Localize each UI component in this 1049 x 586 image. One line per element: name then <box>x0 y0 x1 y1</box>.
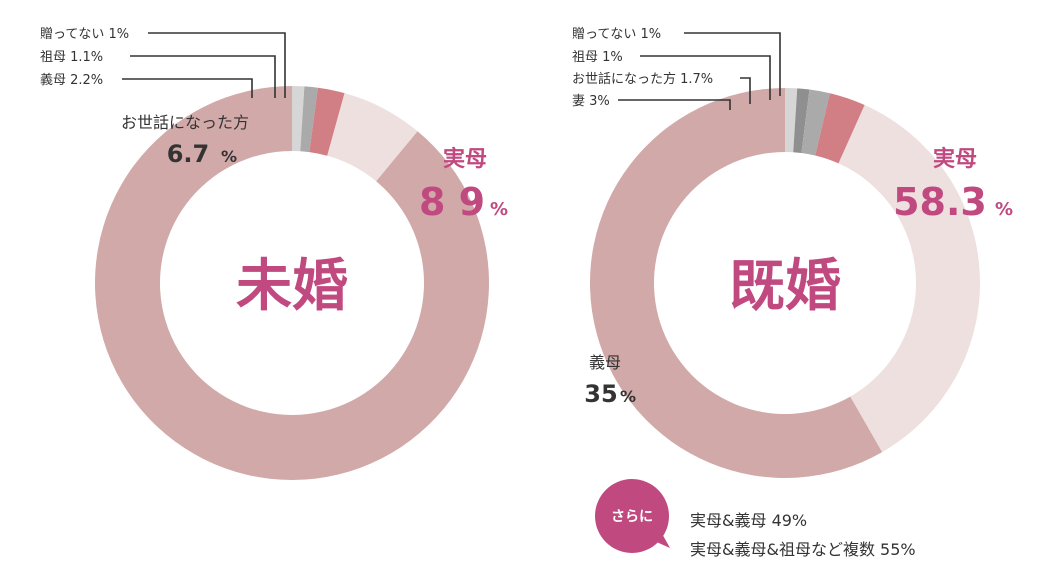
slice-married-5 <box>785 88 798 153</box>
slice-married-1 <box>838 105 981 453</box>
slice-unit-mother-unmarried: % <box>490 199 508 220</box>
slice-unmarried-4 <box>292 86 305 152</box>
slice-label-benefactor-unmarried: お世話になった方 <box>121 113 249 132</box>
leader-line-not-given-married <box>684 32 781 96</box>
slice-label-mother-in-law-unmarried: 義母 2.2% <box>40 72 103 88</box>
slice-label-mother-unmarried: 実母 <box>443 146 487 172</box>
slice-unmarried-2 <box>309 87 345 156</box>
slice-unit-mother-in-law-married: % <box>620 387 636 406</box>
speech-bubble-tail <box>652 530 670 548</box>
slice-label-wife-married: 妻 3% <box>572 94 610 109</box>
donut-unmarried <box>94 86 490 480</box>
slice-label-mother-married: 実母 <box>933 146 977 172</box>
slice-married-4 <box>793 88 810 154</box>
slice-label-not-given-unmarried: 贈ってない 1% <box>40 26 129 42</box>
center-label-married: 既婚 <box>729 254 841 319</box>
slice-unmarried-1 <box>327 93 418 182</box>
slice-unmarried-3 <box>300 86 318 153</box>
speech-bubble-label: さらに <box>611 509 653 525</box>
slice-unit-mother-married: % <box>995 199 1013 220</box>
leader-line-grandmother-married <box>640 55 771 100</box>
speech-bubble: さらに <box>595 479 670 553</box>
leader-line-mother-in-law-unmarried <box>122 78 253 98</box>
slice-label-benefactor-married: お世話になった方 1.7% <box>572 71 713 87</box>
slice-married-2 <box>815 93 865 164</box>
slice-label-mother-in-law-married: 義母 <box>589 353 621 372</box>
leader-line-wife-married <box>618 99 731 110</box>
slice-value-benefactor-unmarried: 6.7 <box>167 140 210 168</box>
slice-married-0 <box>590 88 883 478</box>
slice-value-mother-unmarried: 8 9 <box>419 180 485 224</box>
speech-bubble-shape <box>595 479 669 553</box>
note-line-1: 実母&義母 49% <box>690 511 807 530</box>
donut-married <box>590 88 981 478</box>
slice-label-grandmother-unmarried: 祖母 1.1% <box>40 50 103 65</box>
slice-value-mother-married: 58.3 <box>893 180 987 224</box>
slice-married-3 <box>801 89 830 156</box>
leader-line-not-given-unmarried <box>148 32 286 98</box>
note-line-2: 実母&義母&祖母など複数 55% <box>690 540 916 559</box>
leader-line-grandmother-unmarried <box>130 55 276 98</box>
slice-unmarried-0 <box>94 86 490 480</box>
slice-label-not-given-married: 贈ってない 1% <box>572 26 661 42</box>
center-label-unmarried: 未婚 <box>236 254 348 319</box>
slice-label-grandmother-married: 祖母 1% <box>572 50 623 65</box>
slice-unit-benefactor-unmarried: % <box>221 147 237 166</box>
leader-line-benefactor-married <box>740 77 751 104</box>
slice-value-mother-in-law-married: 35 <box>584 380 617 408</box>
